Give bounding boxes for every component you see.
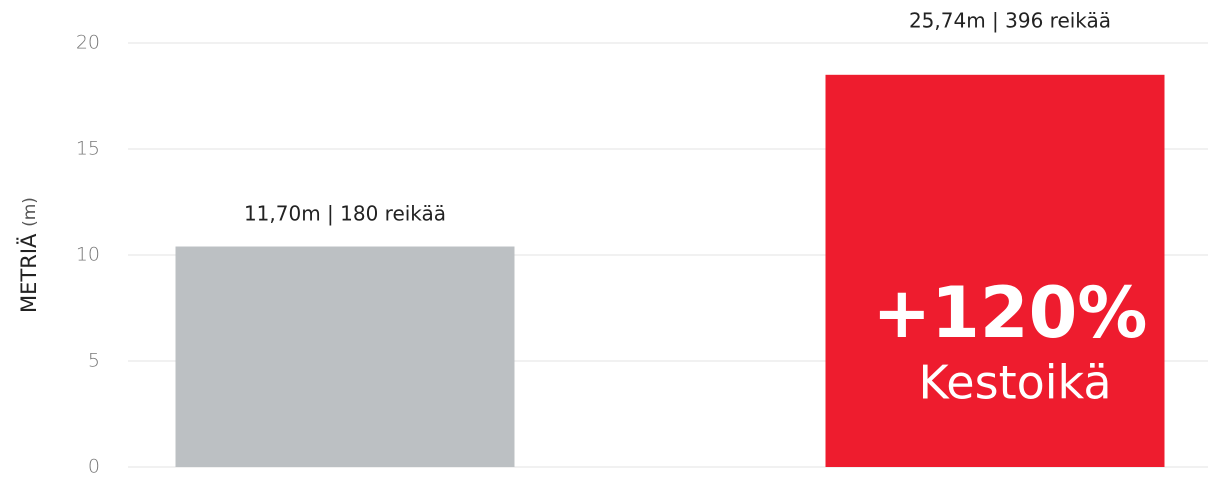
bar xyxy=(175,246,515,467)
y-label: METRIÄ xyxy=(16,233,41,313)
y-label-text: METRIÄ (m) xyxy=(16,197,41,313)
bar xyxy=(825,74,1165,468)
annotation: 25,74m | 396 reikää xyxy=(909,9,1111,33)
y-tick-label: 20 xyxy=(76,32,100,54)
y-tick-label: 15 xyxy=(76,138,100,160)
annotation: Kestoikä xyxy=(918,356,1111,410)
y-label-unit: (m) xyxy=(20,197,40,227)
annotation: 11,70m | 180 reikää xyxy=(244,202,446,226)
y-tick-label: 0 xyxy=(88,456,100,478)
y-tick-label: 10 xyxy=(76,244,100,266)
plot: 0 5 10 15 20 xyxy=(76,32,1208,478)
annotation: +120% xyxy=(873,272,1148,354)
y-axis-label: METRIÄ (m) xyxy=(16,197,41,313)
y-tick-label: 5 xyxy=(88,350,100,372)
